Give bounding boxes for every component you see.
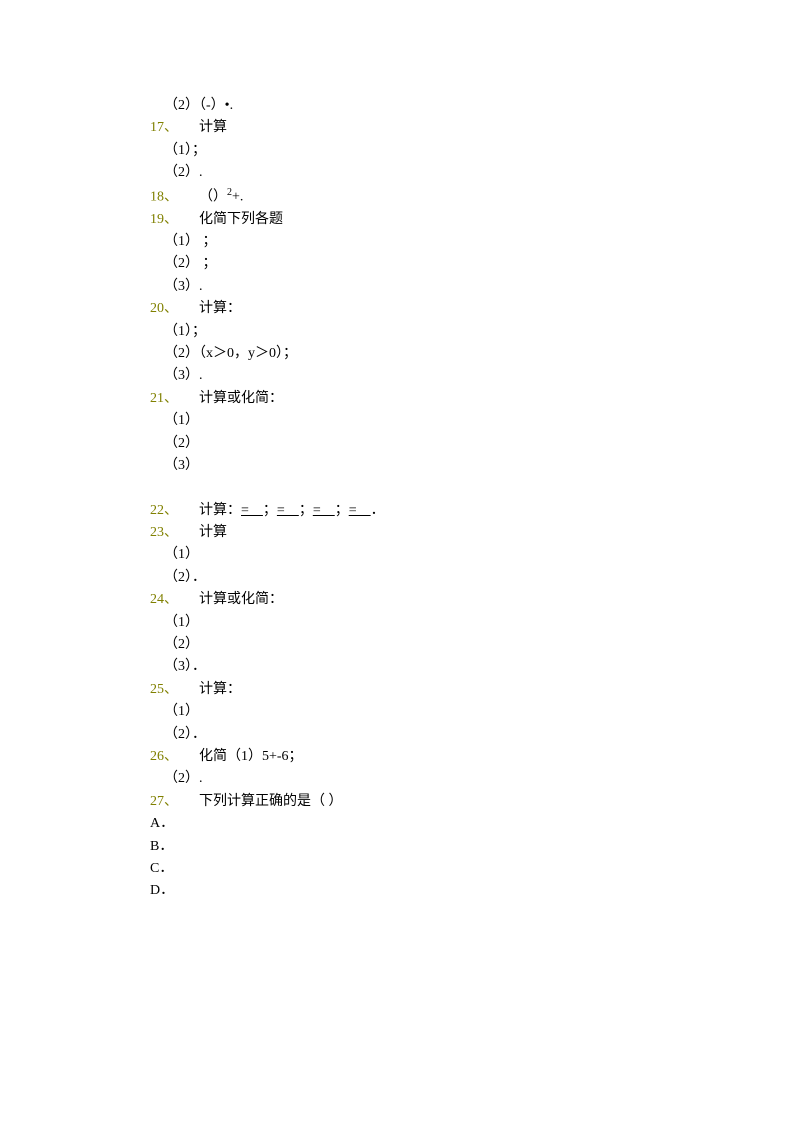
problem-title: （） [199, 189, 227, 204]
problem-number: 26、 [150, 749, 178, 764]
problem-number: 23、 [150, 525, 178, 540]
problem-title: 计算： [199, 503, 241, 518]
option-d: D． [150, 880, 800, 902]
problem-26: 26、 化简（1）5+-6； [150, 746, 800, 768]
sub-item: （1）； [150, 140, 800, 162]
sub-item: （2） ； [150, 253, 800, 275]
problem-number: 20、 [150, 301, 178, 316]
problem-number: 18、 [150, 189, 178, 204]
problem-number: 19、 [150, 212, 178, 227]
spacer [182, 682, 196, 697]
sub-item: （2）． [150, 724, 800, 746]
sub-item: （2）. [150, 768, 800, 790]
sub-item: （3）. [150, 365, 800, 387]
problem-title: 计算或化简： [199, 592, 283, 607]
sub-item: （2）（x＞0，y＞0）； [150, 343, 800, 365]
spacer [182, 301, 196, 316]
problem-20: 20、 计算： [150, 298, 800, 320]
problem-number: 24、 [150, 592, 178, 607]
spacer [182, 120, 196, 135]
problem-title: 化简下列各题 [199, 212, 283, 227]
problem-27: 27、 下列计算正确的是（ ） [150, 791, 800, 813]
spacer [182, 525, 196, 540]
problem-number: 22、 [150, 503, 178, 518]
problem-19: 19、 化简下列各题 [150, 209, 800, 231]
problem-23: 23、 计算 [150, 522, 800, 544]
spacer [182, 794, 196, 809]
problem-number: 21、 [150, 391, 178, 406]
spacer [182, 189, 196, 204]
problem-21: 21、 计算或化简： [150, 388, 800, 410]
sub-item: （1）； [150, 321, 800, 343]
problem-title: 计算： [199, 301, 241, 316]
problem-number: 27、 [150, 794, 178, 809]
problem-title: 下列计算正确的是（ ） [199, 794, 343, 809]
after-sup: +. [232, 189, 243, 204]
sub-item: （2）． [150, 567, 800, 589]
spacer [182, 749, 196, 764]
spacer [182, 212, 196, 227]
problem-title: 计算 [199, 120, 227, 135]
spacer [182, 391, 196, 406]
spacer [182, 592, 196, 607]
spacer [182, 503, 196, 518]
option-b: B． [150, 836, 800, 858]
option-a: A． [150, 813, 800, 835]
sub-item: （1） ； [150, 231, 800, 253]
sub-item: （2） [150, 634, 800, 656]
sub-item: （1） [150, 701, 800, 723]
problem-title: 计算或化简： [199, 391, 283, 406]
problem-number: 25、 [150, 682, 178, 697]
sub-item: （1） [150, 544, 800, 566]
option-c: C． [150, 858, 800, 880]
problem-17: 17、 计算 [150, 117, 800, 139]
blank-line [150, 477, 800, 499]
blank-answer: = ；= ；= ；= ． [241, 503, 385, 518]
sub-item: （2）. [150, 162, 800, 184]
problem-title: 计算 [199, 525, 227, 540]
sub-item: （1） [150, 410, 800, 432]
sub-item: （3）. [150, 276, 800, 298]
sub-item: （3） [150, 455, 800, 477]
problem-18: 18、 （）2+. [150, 185, 800, 209]
problem-title: 计算： [199, 682, 241, 697]
sub-item: （3）． [150, 656, 800, 678]
problem-25: 25、 计算： [150, 679, 800, 701]
sub-item: （2） [150, 433, 800, 455]
problem-number: 17、 [150, 120, 178, 135]
sub-item: （2）（-）•. [150, 95, 800, 117]
sub-item: （1） [150, 612, 800, 634]
problem-24: 24、 计算或化简： [150, 589, 800, 611]
problem-22: 22、 计算：= ；= ；= ；= ． [150, 500, 800, 522]
document-content: （2）（-）•. 17、 计算 （1）； （2）. 18、 （）2+. 19、 … [150, 95, 800, 903]
problem-title: 化简（1）5+-6； [199, 749, 303, 764]
